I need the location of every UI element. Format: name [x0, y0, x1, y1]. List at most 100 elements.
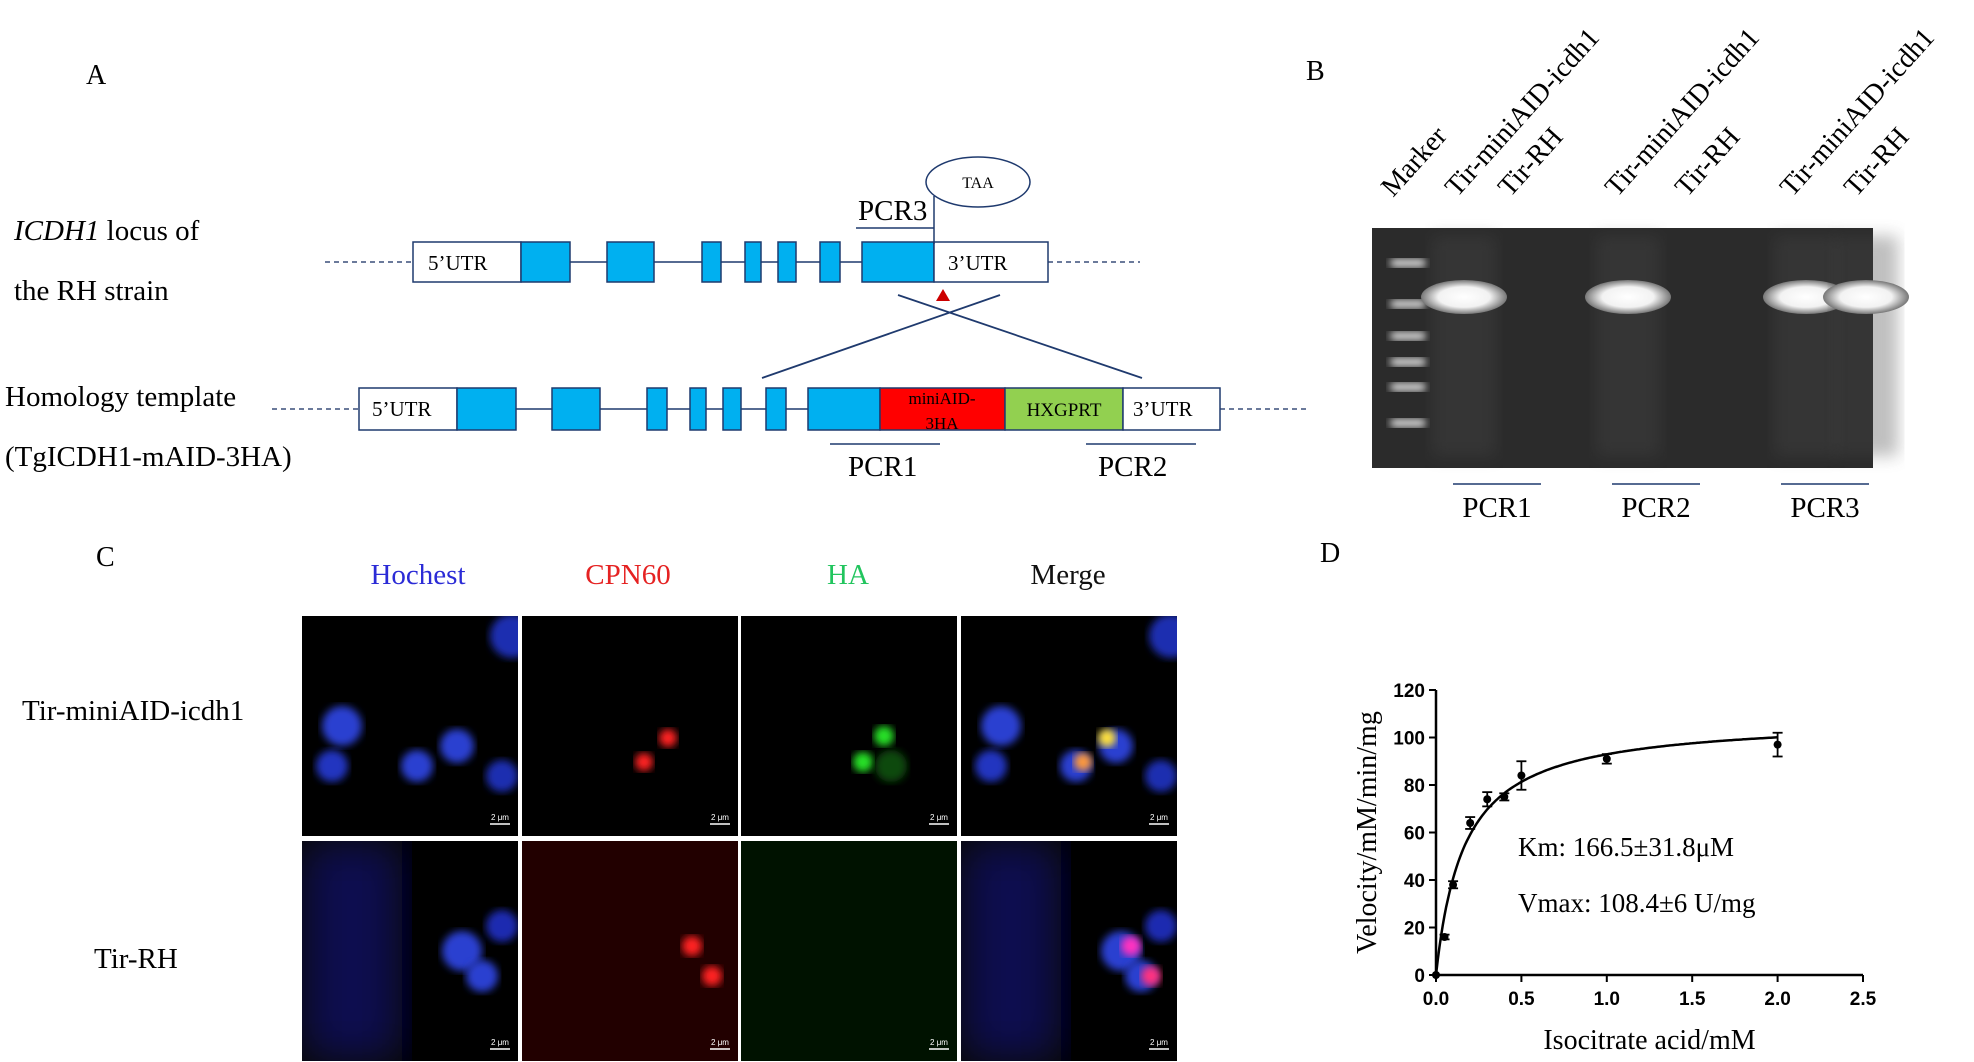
cell-signal — [975, 750, 1007, 782]
km-annotation: Km: 166.5±31.8μM — [1518, 832, 1734, 862]
template-exon — [765, 387, 787, 431]
pcr-product-band — [1421, 280, 1507, 314]
gel-bands — [1390, 236, 1909, 456]
cell-signal — [1121, 936, 1141, 956]
lane-smear — [1834, 236, 1898, 456]
green-background — [741, 841, 957, 1061]
panel-c-letter: C — [96, 542, 115, 573]
scale-bar-label: 2 μm — [711, 813, 729, 822]
y-axis-label: Velocity/mM/min/mg — [1352, 711, 1383, 954]
locus-label-line2: the RH strain — [14, 275, 169, 307]
data-point — [1432, 971, 1440, 979]
y-tick-label: 100 — [1393, 729, 1425, 750]
pcr3-label: PCR3 — [858, 195, 927, 227]
crossover-line-left — [761, 294, 1001, 379]
x-tick-label: 0.5 — [1508, 989, 1535, 1010]
micrograph-bg — [741, 616, 957, 836]
channel-labels: Hochest CPN60 HA Merge — [370, 559, 1105, 591]
scale-bar-label: 2 μm — [1150, 1038, 1168, 1047]
scale-bar-label: 2 μm — [930, 813, 948, 822]
micrograph-clip: 2 μm — [316, 616, 518, 825]
micrograph-tile: 2 μm — [302, 616, 518, 836]
template-exon — [722, 387, 742, 431]
micrograph-tile: 2 μm — [961, 841, 1177, 1061]
template-5utr-box — [358, 387, 458, 431]
template-3utr-box — [1122, 387, 1221, 431]
row-label: Tir-RH — [94, 943, 178, 975]
template-label-line1: Homology template — [5, 381, 236, 413]
cell-signal — [1074, 753, 1092, 771]
panel-d: D 0 20 40 60 80 100 120 0.0 0.5 1.0 1.5 2.0 2.5 Isoci… — [1320, 538, 1877, 1056]
micrograph-clip: 2 μm — [522, 841, 738, 1061]
lane-smear — [1774, 236, 1838, 456]
locus-exon — [520, 241, 571, 283]
cell-signal — [1145, 760, 1177, 792]
data-point — [1440, 933, 1449, 941]
channel-label: CPN60 — [585, 559, 670, 591]
pcr-group-label: PCR1 — [1462, 492, 1531, 524]
locus-3utr-box — [933, 241, 1049, 283]
cell-signal — [466, 960, 498, 992]
data-point — [1517, 771, 1526, 780]
cell-signal — [486, 760, 518, 792]
pcr2-label: PCR2 — [1098, 451, 1167, 483]
crossover-line-right — [897, 294, 1143, 379]
template-exon — [689, 387, 707, 431]
data-point — [1483, 795, 1492, 804]
miniaid-3ha-box — [879, 387, 1006, 431]
cell-signal — [316, 750, 348, 782]
micrograph-tile: 2 μm — [961, 616, 1177, 836]
cell-signal — [659, 729, 677, 747]
marker-ladder-band — [1390, 300, 1426, 308]
micrograph-clip: 2 μm — [853, 726, 949, 825]
template-exon — [456, 387, 517, 431]
cell-signal — [401, 750, 433, 782]
pcr1-label: PCR1 — [848, 451, 917, 483]
locus-exon — [744, 241, 762, 283]
miniaid-label-line1: miniAID- — [908, 389, 975, 408]
micrograph-tile: 2 μm — [741, 616, 957, 836]
y-tick-label: 80 — [1404, 776, 1425, 797]
pcr-product-band — [1823, 280, 1909, 314]
template-label-line2: (TgICDH1-mAID-3HA) — [5, 441, 292, 473]
marker-ladder-band — [1390, 332, 1426, 340]
x-tick-label: 0.0 — [1423, 989, 1449, 1010]
y-tick-label: 20 — [1404, 919, 1425, 940]
scale-bar-label: 2 μm — [711, 1038, 729, 1047]
diffuse-background — [302, 841, 402, 1061]
data-point — [1466, 819, 1475, 827]
cell-signal — [1098, 729, 1116, 747]
cell-signal — [875, 750, 907, 782]
locus-last-exon — [861, 241, 935, 283]
pcr-group-label: PCR3 — [1790, 492, 1859, 524]
x-tick-label: 1.0 — [1594, 989, 1620, 1010]
template-exon — [646, 387, 668, 431]
cell-signal — [442, 931, 482, 971]
locus-exon — [606, 241, 655, 283]
channel-label: HA — [827, 559, 869, 591]
data-point — [1773, 740, 1782, 749]
template-3utr-label: 3’UTR — [1133, 397, 1193, 421]
data-point — [1500, 792, 1509, 801]
kinetics-chart: 0 20 40 60 80 100 120 0.0 0.5 1.0 1.5 2.0 2.5 Isocitr… — [1352, 681, 1877, 1056]
micrograph-tile: 2 μm — [741, 841, 957, 1061]
marker-ladder-band — [1390, 419, 1426, 427]
marker-ladder-band — [1390, 358, 1426, 366]
panel-b-letter: B — [1306, 56, 1325, 87]
taa-label: TAA — [962, 175, 994, 192]
locus-exon — [819, 241, 841, 283]
cell-signal — [486, 910, 518, 942]
pcr-product-band — [1763, 280, 1849, 314]
pcr-group-label: PCR2 — [1621, 492, 1690, 524]
micrograph-clip: 2 μm — [961, 841, 1177, 1061]
hxgprt-box — [1004, 387, 1124, 431]
locus-exon — [777, 241, 797, 283]
scale-bar-label: 2 μm — [930, 1038, 948, 1047]
template-5utr-label: 5’UTR — [372, 397, 432, 421]
micrograph-bg — [522, 616, 738, 836]
red-background — [522, 841, 738, 1061]
scale-bar-label: 2 μm — [491, 813, 509, 822]
cell-signal — [490, 616, 518, 658]
scale-bar-label: 2 μm — [491, 1038, 509, 1047]
